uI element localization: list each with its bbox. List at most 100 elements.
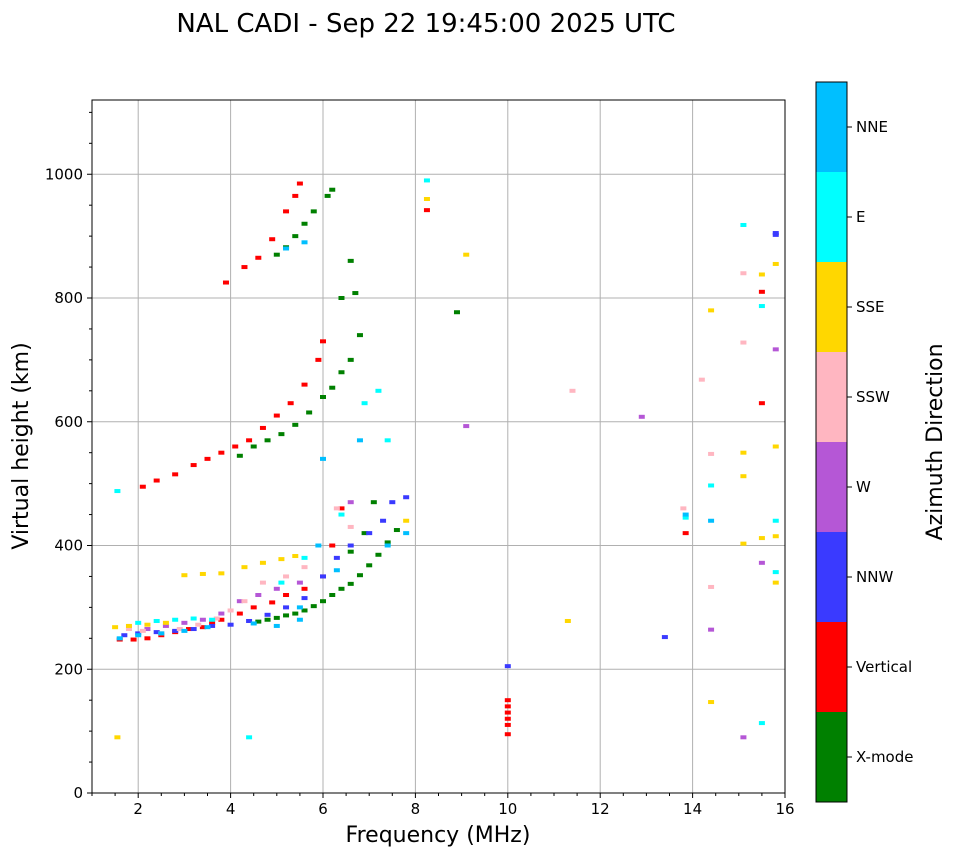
colorbar-label: SSE — [856, 298, 885, 316]
data-point: E: 13.85 MHz, 445 km — [682, 515, 689, 520]
data-point: W: 3 MHz, 275 km — [181, 620, 188, 625]
colorbar-label: W — [856, 478, 871, 496]
y-tick-label: 0 — [73, 784, 83, 802]
data-point: X-mode: 6.6 MHz, 860 km — [347, 258, 354, 263]
data-point: E: 15.8 MHz, 357 km — [772, 570, 779, 575]
data-point: SSE: 15.5 MHz, 412 km — [758, 536, 765, 541]
data-point: W: 5.5 MHz, 340 km — [296, 580, 303, 585]
data-point: SSE: 15.1 MHz, 550 km — [740, 450, 747, 455]
data-point: Vertical: 5.2 MHz, 940 km — [283, 209, 290, 214]
data-point: Vertical: 3.5 MHz, 540 km — [204, 456, 211, 461]
data-point: Vertical: 5.3 MHz, 630 km — [287, 401, 294, 406]
data-point: X-mode: 6.6 MHz, 700 km — [347, 357, 354, 362]
data-point: X-mode: 5 MHz, 870 km — [273, 252, 280, 257]
data-point: X-mode: 5.4 MHz, 900 km — [292, 234, 299, 239]
data-point: SSW: 4.3 MHz, 310 km — [241, 599, 248, 604]
data-point: X-mode: 5.8 MHz, 302 km — [310, 604, 317, 609]
data-point: W: 12.9 MHz, 608 km — [638, 414, 645, 419]
data-point: Vertical: 10 MHz, 110 km — [504, 722, 511, 727]
data-point: X-mode: 5.8 MHz, 940 km — [310, 209, 317, 214]
data-point: X-mode: 4.8 MHz, 570 km — [264, 438, 271, 443]
data-point: E: 7.2 MHz, 650 km — [375, 388, 382, 393]
data-point: NNE: 7.8 MHz, 420 km — [403, 531, 410, 536]
data-point: X-mode: 6 MHz, 310 km — [320, 599, 326, 604]
data-point: Vertical: 3.9 MHz, 825 km — [222, 280, 229, 285]
data-point: Vertical: 6.4 MHz, 460 km — [338, 506, 345, 511]
data-point: W: 3.8 MHz, 290 km — [218, 611, 225, 616]
data-point: Vertical: 4.9 MHz, 308 km — [269, 600, 276, 605]
data-point: E: 15.5 MHz, 113 km — [758, 721, 765, 726]
data-point: E: 15.5 MHz, 787 km — [758, 304, 765, 309]
data-point: Vertical: 10 MHz, 140 km — [504, 704, 511, 709]
colorbar-segment — [816, 622, 847, 712]
data-point: SSE: 5.4 MHz, 383 km — [292, 554, 299, 559]
data-point: NNW: 10 MHz, 205 km — [504, 664, 511, 669]
data-point: SSW: 14.4 MHz, 333 km — [708, 584, 715, 589]
y-tick-label: 600 — [54, 413, 83, 431]
data-point: NNW: 4 MHz, 272 km — [227, 622, 234, 627]
data-point: SSE: 15.8 MHz, 855 km — [772, 261, 779, 266]
data-point: Vertical: 10 MHz, 95 km — [504, 732, 511, 737]
data-point: E: 3.6 MHz, 280 km — [209, 617, 216, 622]
data-point: E: 2.8 MHz, 280 km — [172, 617, 179, 622]
colorbar-label: NNW — [856, 568, 893, 586]
data-point: X-mode: 6.8 MHz, 352 km — [356, 573, 363, 578]
series-e: E: 1.55 MHz, 488 km E: 2 MHz, 275 km E: 2.… — [114, 178, 779, 740]
colorbar-segment — [816, 442, 847, 532]
colorbar-label: NNE — [856, 118, 888, 136]
data-point: W: 4.6 MHz, 320 km — [255, 593, 262, 597]
x-tick-label: 4 — [226, 800, 236, 818]
data-point: SSE: 1.55 MHz, 90 km — [114, 735, 121, 740]
data-point: NNE: 5 MHz, 270 km — [273, 623, 280, 628]
data-point: Vertical: 2.4 MHz, 505 km — [153, 478, 160, 483]
data-point: X-mode: 6.4 MHz, 800 km — [338, 296, 345, 300]
data-point: X-mode: 6.4 MHz, 330 km — [338, 586, 345, 591]
data-point: E: 6.9 MHz, 630 km — [361, 401, 368, 406]
data-point: E: 8.25 MHz, 990 km — [423, 178, 430, 183]
data-point: NNE: 5.6 MHz, 890 km — [301, 240, 308, 245]
data-point: X-mode: 5.7 MHz, 615 km — [306, 410, 313, 415]
data-point: Vertical: 4.2 MHz, 290 km — [236, 611, 243, 616]
data-point: NNE: 6.3 MHz, 360 km — [333, 568, 340, 573]
data-point: NNE: 6 MHz, 540 km — [320, 456, 326, 461]
data-point: X-mode: 6 MHz, 640 km — [320, 395, 326, 399]
data-point: Vertical: 10 MHz, 150 km — [504, 698, 511, 703]
data-point: NNE: 3.5 MHz, 268 km — [204, 625, 211, 630]
colorbar-segment — [816, 172, 847, 262]
data-point: Vertical: 2.1 MHz, 495 km — [139, 484, 146, 489]
data-point: NNW: 7.5 MHz, 470 km — [389, 500, 396, 505]
data-point: E: 2.4 MHz, 278 km — [153, 618, 160, 623]
data-point: X-mode: 5.2 MHz, 287 km — [283, 613, 290, 618]
data-point: E: 14.4 MHz, 497 km — [708, 483, 715, 488]
data-point: X-mode: 6.6 MHz, 338 km — [347, 581, 354, 586]
data-point: E: 2 MHz, 275 km — [135, 620, 142, 625]
data-point: Vertical: 4.3 MHz, 850 km — [241, 265, 248, 270]
data-point: E: 5.6 MHz, 380 km — [301, 555, 308, 560]
data-point: SSE: 14.4 MHz, 147 km — [708, 700, 715, 705]
data-point: NNE: 7.4 MHz, 400 km — [384, 543, 391, 548]
x-tick-label: 12 — [591, 800, 610, 818]
data-point: E: 4.4 MHz, 90 km — [246, 735, 253, 740]
series-w: W: 2.2 MHz, 265 km W: 2.6 MHz, 270 km W: 3… — [144, 347, 779, 740]
data-point: Vertical: 6 MHz, 730 km — [320, 339, 326, 344]
data-point: Vertical: 5.2 MHz, 320 km — [283, 593, 290, 597]
data-point: X-mode: 4.5 MHz, 560 km — [250, 444, 257, 449]
data-point: SSW: 4 MHz, 295 km — [227, 608, 234, 613]
data-point: NNW: 4.4 MHz, 278 km — [246, 618, 253, 623]
data-point: Vertical: 5 MHz, 610 km — [273, 413, 280, 418]
data-point: X-mode: 7.4 MHz, 405 km — [384, 540, 391, 545]
y-axis-title: Virtual height (km) — [9, 342, 34, 549]
data-point: E: 1.55 MHz, 488 km — [114, 489, 121, 494]
data-point: SSW: 15.1 MHz, 840 km — [740, 271, 747, 276]
data-point: NNE: 2.5 MHz, 258 km — [158, 631, 165, 636]
data-point: W: 3.4 MHz, 280 km — [199, 617, 206, 622]
data-point: X-mode: 8.9 MHz, 777 km — [453, 310, 460, 315]
data-point: NNW: 3.6 MHz, 270 km — [209, 623, 216, 628]
y-tick-label: 400 — [54, 537, 83, 555]
data-point: NNW: 7.3 MHz, 440 km — [380, 518, 387, 523]
data-point: Vertical: 5.6 MHz, 660 km — [301, 382, 308, 387]
data-point: Vertical: 5.5 MHz, 985 km — [296, 181, 303, 186]
data-point: E: 7.4 MHz, 570 km — [384, 438, 391, 443]
data-point: X-mode: 5.1 MHz, 580 km — [278, 432, 285, 437]
data-point: Vertical: 1.9 MHz, 248 km — [130, 637, 137, 642]
